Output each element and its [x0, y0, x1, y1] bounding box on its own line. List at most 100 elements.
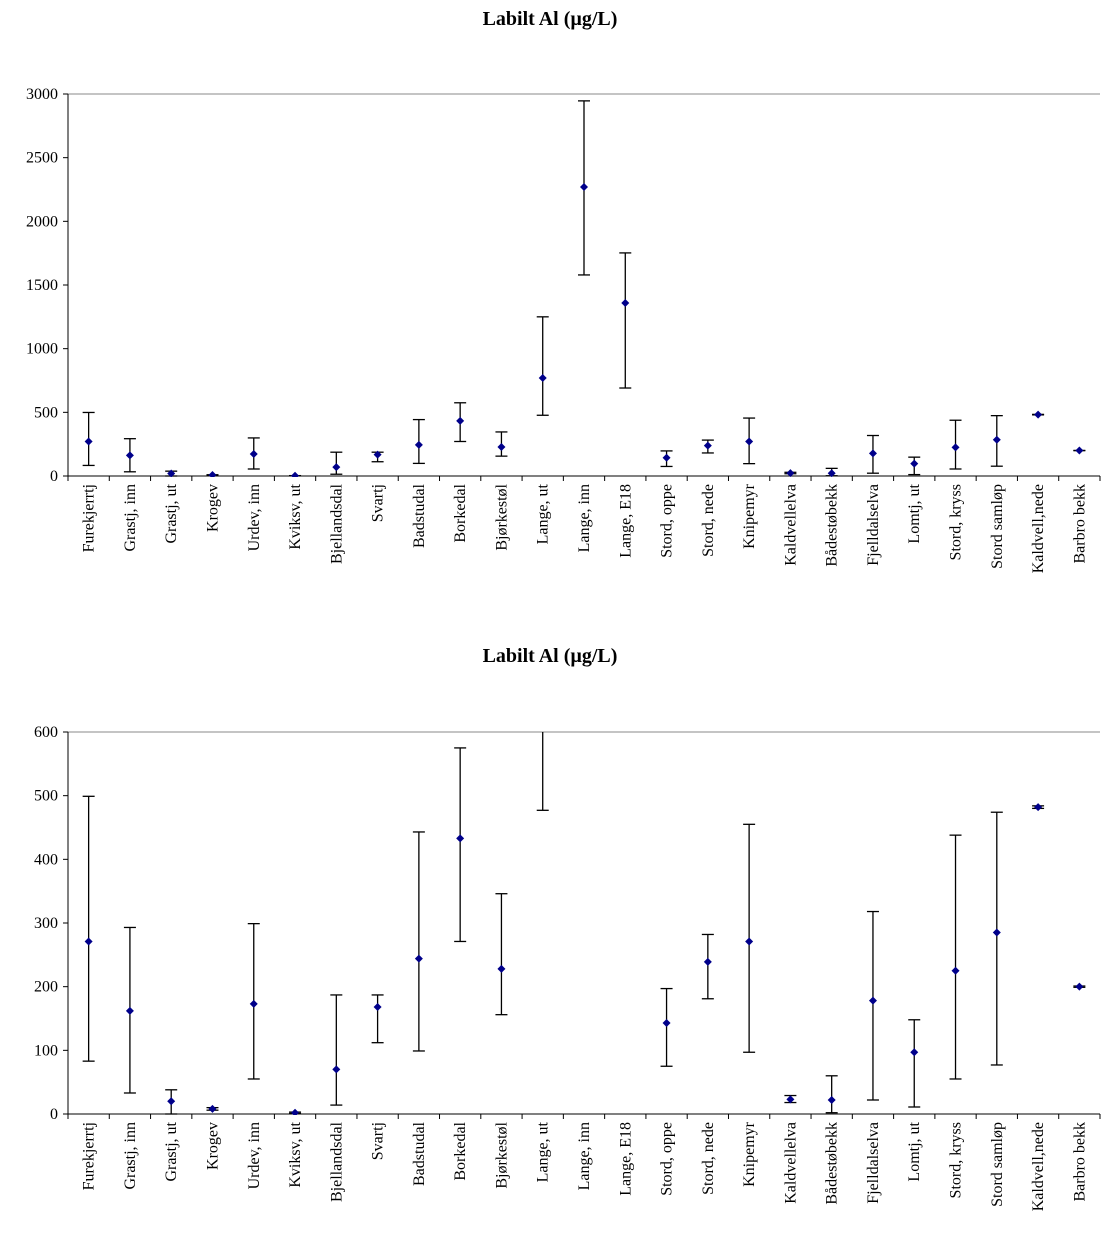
x-tick-label: Lange, inn: [576, 1122, 593, 1190]
marker: [910, 1048, 918, 1056]
error-bar: [702, 934, 714, 998]
x-tick-label: Svartj: [370, 484, 387, 522]
error-bar: [661, 989, 673, 1067]
error-bar: [83, 796, 95, 1061]
marker: [208, 1105, 216, 1113]
y-tick-label: 2500: [26, 150, 58, 167]
subplot: Labilt Al (µg/L)050010001500200025003000…: [26, 8, 1100, 573]
x-tick-label: Lange, inn: [576, 484, 593, 552]
x-tick-label: Barbro bekk: [1071, 484, 1088, 564]
marker: [663, 454, 671, 462]
error-bar: [991, 812, 1003, 1065]
x-tick-label: Badstudal: [411, 1121, 428, 1186]
x-tick-label: Lange, E18: [617, 1122, 634, 1196]
x-tick-label: Bådestøbekk: [824, 484, 841, 567]
x-tick-label: Stord, kryss: [948, 1122, 965, 1198]
y-tick-label: 200: [34, 979, 58, 996]
x-tick-label: Grastj, ut: [163, 1121, 180, 1181]
x-tick-label: Bjørkestøl: [493, 483, 510, 550]
x-tick-label: Bjørkestøl: [493, 1121, 510, 1188]
marker: [1075, 447, 1083, 455]
marker: [539, 374, 547, 382]
marker: [745, 937, 753, 945]
x-tick-label: Furekjerrtj: [81, 1122, 98, 1190]
marker: [621, 245, 629, 253]
x-tick-label: Fjelldalselva: [865, 484, 882, 566]
error-bar: [619, 253, 631, 388]
x-tick-label: Furekjerrtj: [81, 484, 98, 552]
x-tick-label: Kaldvell,nede: [1030, 484, 1047, 573]
x-tick-label: Borkedal: [452, 1121, 469, 1180]
marker: [456, 834, 464, 842]
marker: [291, 472, 299, 480]
marker: [126, 1007, 134, 1015]
x-tick-label: Fjelldalselva: [865, 1122, 882, 1204]
marker: [828, 1096, 836, 1104]
marker: [993, 436, 1001, 444]
marker: [332, 463, 340, 471]
error-bar: [950, 835, 962, 1079]
x-tick-label: Bjellandsdal: [328, 483, 345, 564]
marker: [415, 441, 423, 449]
x-tick-label: Stord, oppe: [659, 484, 676, 558]
subplot: Labilt Al (µg/L)0100200300400500600Furek…: [34, 0, 1100, 1211]
plot-area: [83, 101, 1086, 480]
x-tick-label: Knipemyr: [741, 483, 758, 549]
marker: [621, 299, 629, 307]
x-tick-label: Stord, nede: [700, 1122, 717, 1195]
y-tick-label: 2000: [26, 213, 58, 230]
marker: [497, 965, 505, 973]
marker: [1034, 411, 1042, 419]
x-tick-label: Lomtj, ut: [906, 1121, 923, 1181]
marker: [993, 929, 1001, 937]
y-tick-label: 300: [34, 915, 58, 932]
x-tick-label: Krogev: [204, 1122, 221, 1170]
y-tick-label: 1000: [26, 341, 58, 358]
x-tick-label: Badstudal: [411, 483, 428, 548]
marker: [250, 450, 258, 458]
marker: [167, 1097, 175, 1105]
x-tick-label: Stord samløp: [989, 484, 1006, 569]
y-tick-label: 3000: [26, 86, 58, 103]
x-tick-label: Stord, nede: [700, 484, 717, 557]
marker: [85, 437, 93, 445]
x-tick-label: Borkedal: [452, 483, 469, 542]
error-bar: [867, 912, 879, 1100]
marker: [745, 437, 753, 445]
marker: [580, 183, 588, 191]
x-tick-label: Kviksv, ut: [287, 483, 304, 549]
x-tick-label: Bjellandsdal: [328, 1121, 345, 1202]
y-tick-label: 1500: [26, 277, 58, 294]
error-bar: [454, 748, 466, 942]
y-tick-label: 500: [34, 788, 58, 805]
marker: [704, 442, 712, 450]
x-tick-label: Kaldvellelva: [782, 1122, 799, 1204]
x-tick-label: Barbro bekk: [1071, 1122, 1088, 1202]
x-tick-label: Krogev: [204, 484, 221, 532]
chart-title: Labilt Al (µg/L): [483, 645, 618, 667]
error-bar: [826, 1076, 838, 1113]
y-tick-label: 400: [34, 851, 58, 868]
marker: [208, 471, 216, 479]
marker: [869, 997, 877, 1005]
x-tick-label: Kaldvellelva: [782, 484, 799, 566]
error-bar: [330, 995, 342, 1105]
y-tick-label: 0: [50, 1106, 58, 1123]
marker: [869, 449, 877, 457]
x-tick-label: Knipemyr: [741, 1121, 758, 1187]
x-tick-label: Bådestøbekk: [824, 1122, 841, 1205]
marker: [704, 958, 712, 966]
marker: [291, 1109, 299, 1117]
x-tick-label: Lomtj, ut: [906, 483, 923, 543]
x-tick-label: Stord, oppe: [659, 1122, 676, 1196]
marker: [332, 1065, 340, 1073]
x-tick-label: Stord samløp: [989, 1122, 1006, 1207]
marker: [250, 1000, 258, 1008]
marker: [952, 443, 960, 451]
error-bar: [495, 894, 507, 1015]
marker: [539, 620, 547, 628]
y-tick-label: 500: [34, 404, 58, 421]
marker: [85, 937, 93, 945]
